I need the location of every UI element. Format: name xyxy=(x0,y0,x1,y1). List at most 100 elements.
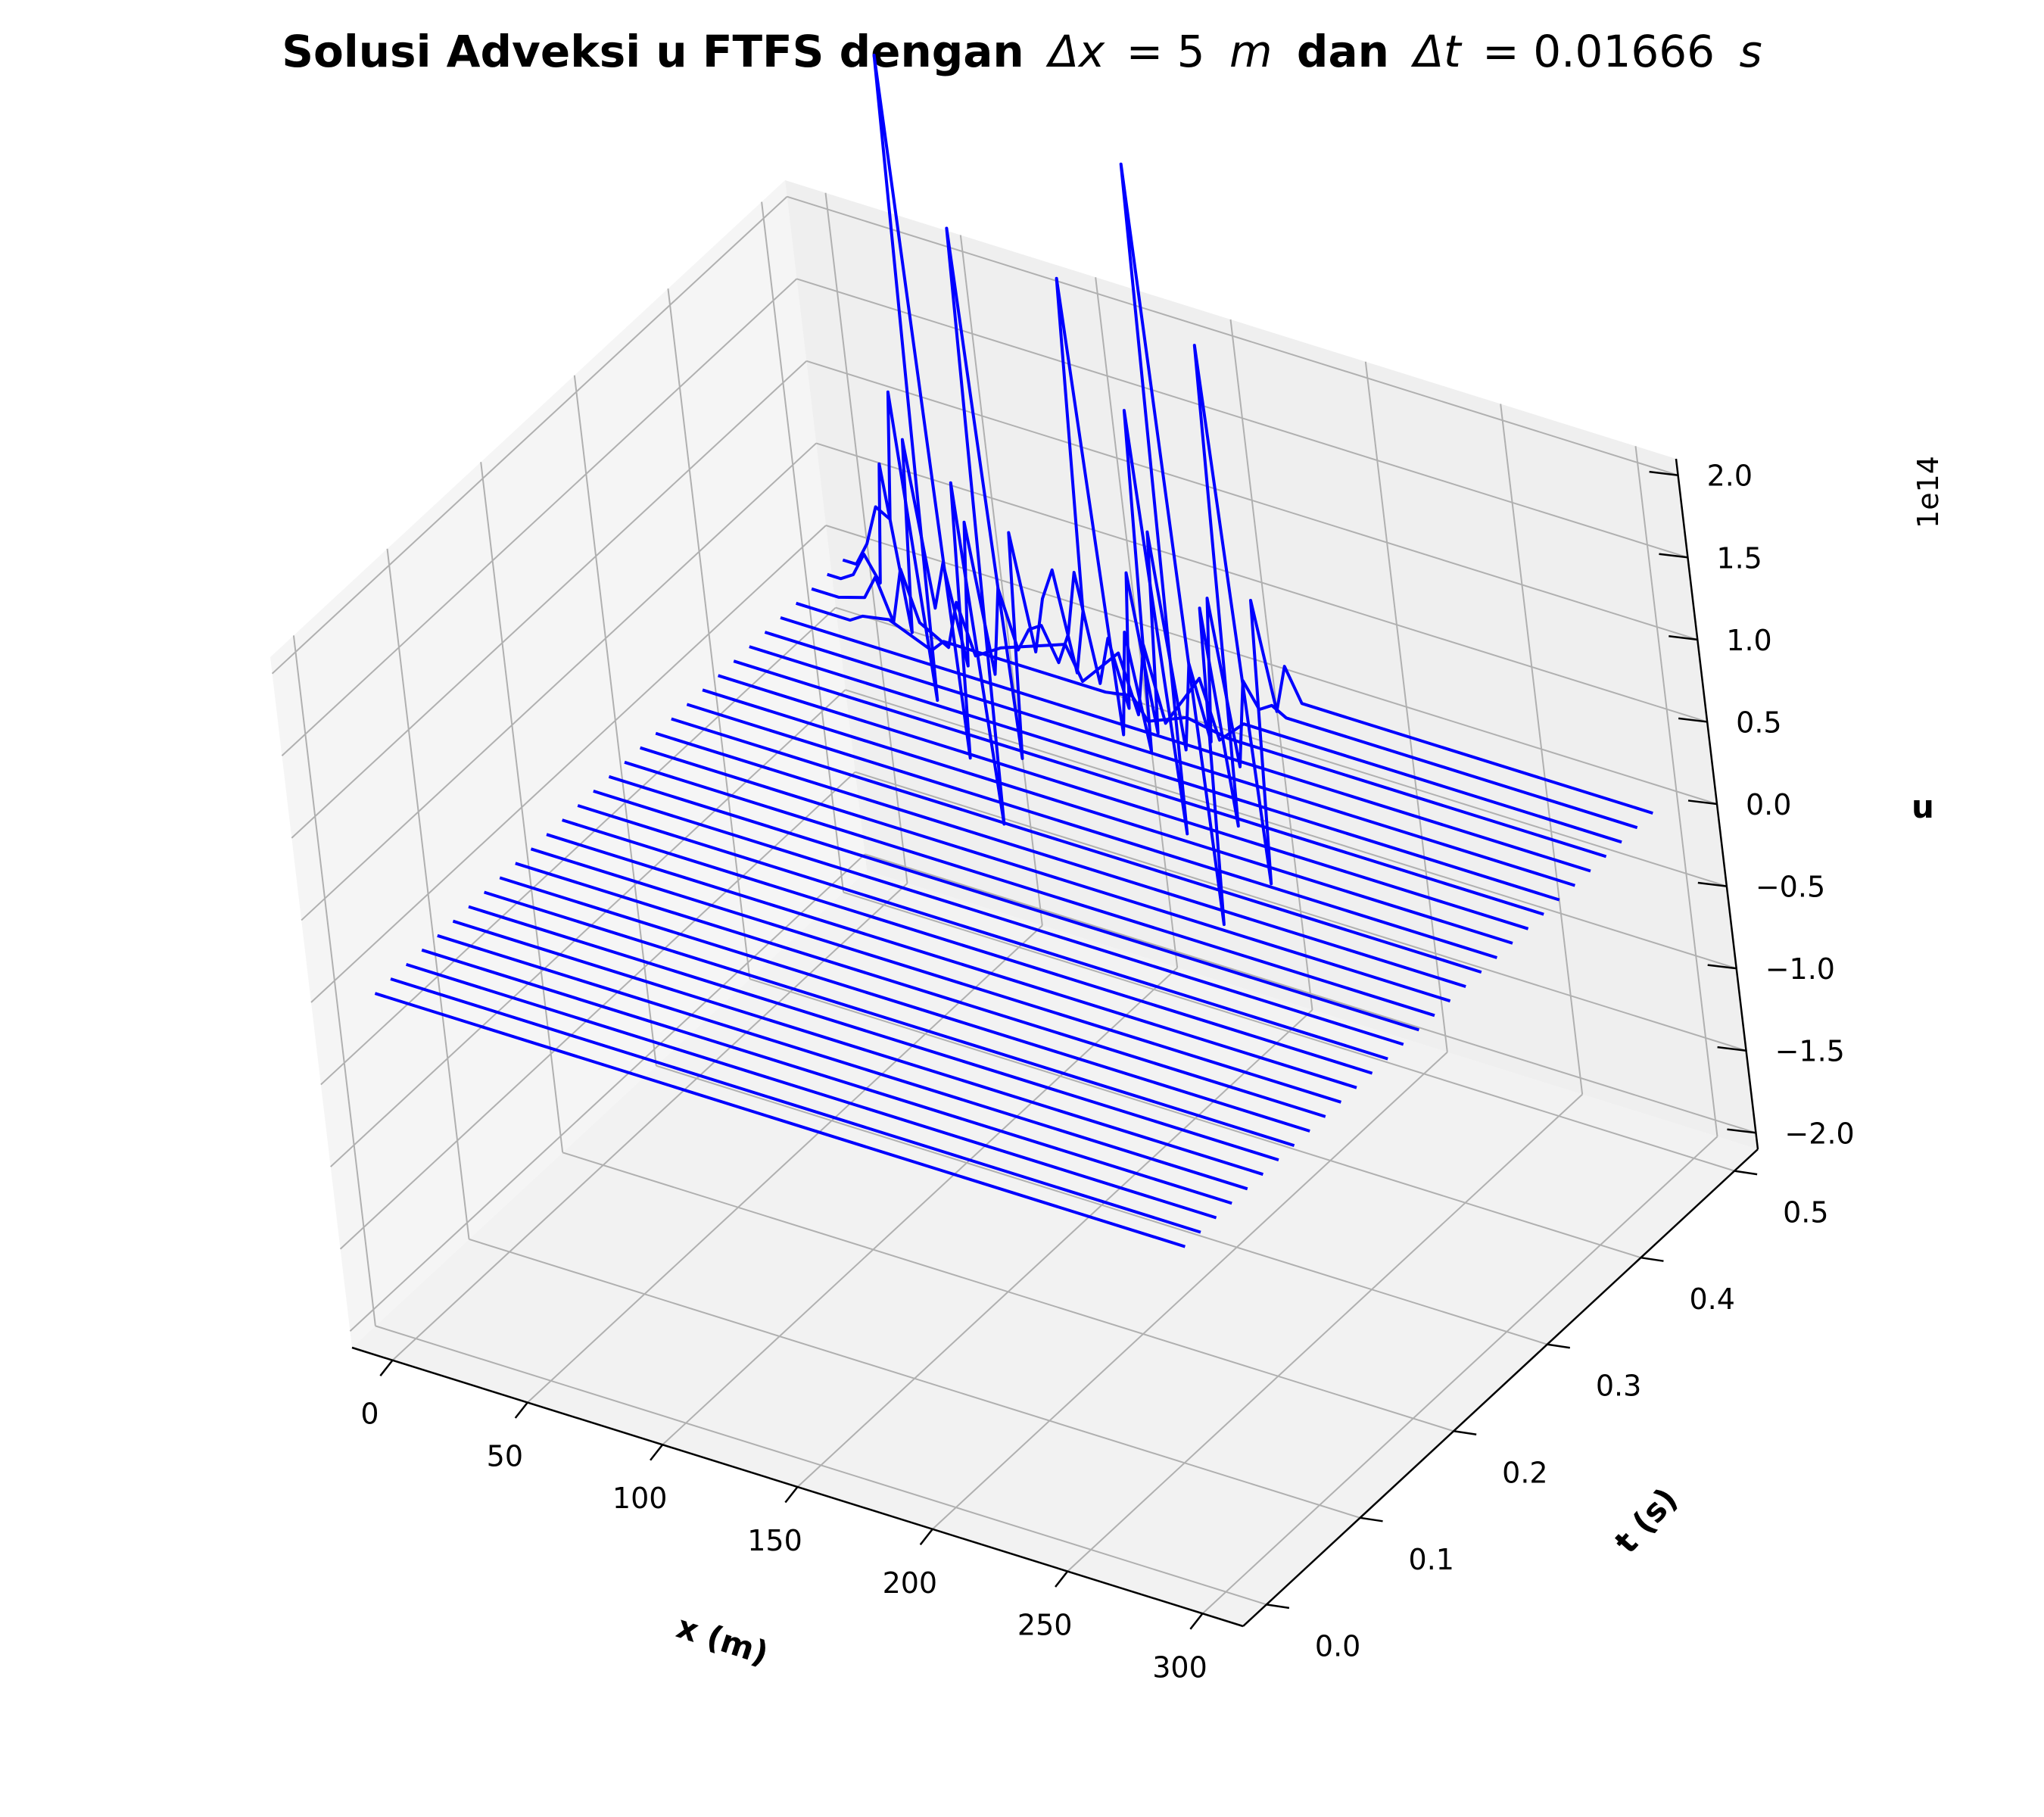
gridline xyxy=(662,967,1178,1445)
series-line-t14 xyxy=(593,789,1404,1046)
t-axis-line xyxy=(1242,1148,1759,1627)
t-tick-label: 0.1 xyxy=(1409,1543,1454,1576)
x-tick-label: 250 xyxy=(1017,1609,1073,1642)
x-tick xyxy=(1189,1613,1204,1630)
title-dt-symbol: Δt xyxy=(1410,26,1463,77)
x-axis-label: x (m) xyxy=(672,1608,773,1672)
x-tick xyxy=(514,1401,528,1419)
series-line-t20 xyxy=(686,703,1497,959)
axes-labels: x (m) t (s) u 1e14 xyxy=(672,456,1945,1672)
series-line-t11 xyxy=(546,833,1357,1089)
u-axis-label: u xyxy=(1912,788,1934,825)
series-line-t4 xyxy=(437,933,1248,1191)
x-tick xyxy=(784,1486,799,1504)
series-line-t5 xyxy=(452,919,1263,1177)
series-line-t29 xyxy=(827,438,1638,830)
x-tick-label: 150 xyxy=(747,1524,802,1557)
gridline xyxy=(845,689,1737,970)
title-dx-value: = 5 xyxy=(1126,26,1205,77)
gridline xyxy=(749,978,1641,1259)
x-tick xyxy=(1055,1570,1069,1588)
x-tick xyxy=(379,1359,394,1377)
gridline xyxy=(349,853,866,1332)
gridline xyxy=(291,360,807,839)
u-tick-label: −1.0 xyxy=(1765,952,1835,986)
x-tick-label: 50 xyxy=(487,1439,523,1473)
svg-text:Solusi Adveksi u FTFS dengan: Solusi Adveksi u FTFS dengan Δx = 5 m da… xyxy=(282,26,1762,77)
title-dx-symbol: Δx xyxy=(1045,26,1105,77)
u-tick xyxy=(1659,553,1688,559)
u-tick xyxy=(1669,635,1698,641)
series-line-t19 xyxy=(671,717,1482,974)
series-line-t17 xyxy=(640,746,1451,1003)
series-line-t6 xyxy=(468,905,1279,1162)
u-axis-offset-label: 1e14 xyxy=(1912,456,1945,528)
t-tick xyxy=(1266,1604,1290,1610)
series-line-t22 xyxy=(718,674,1529,930)
gridline xyxy=(656,1064,1548,1345)
series-line-t10 xyxy=(530,847,1341,1104)
series-line-t8 xyxy=(499,876,1310,1133)
u-tick-label: 0.5 xyxy=(1736,706,1781,739)
u-tick-label: 1.5 xyxy=(1716,541,1762,575)
gridline xyxy=(932,1052,1448,1530)
gridline xyxy=(787,195,1678,476)
gridline xyxy=(391,882,908,1361)
u-tick-label: −0.5 xyxy=(1756,871,1825,904)
t-tick-label: 0.5 xyxy=(1783,1196,1828,1230)
series-line-t9 xyxy=(515,862,1326,1118)
gridline xyxy=(843,891,1735,1172)
t-tick-label: 0.0 xyxy=(1315,1629,1360,1663)
series-line-t28 xyxy=(811,567,1622,844)
series-line-t3 xyxy=(421,948,1232,1205)
u-tick xyxy=(1717,1046,1746,1052)
u-tick-label: −1.5 xyxy=(1775,1035,1845,1068)
t-tick xyxy=(1734,1170,1758,1176)
t-tick xyxy=(1640,1256,1664,1262)
gridline xyxy=(271,195,788,675)
gridline xyxy=(375,1325,1267,1606)
t-tick-label: 0.4 xyxy=(1689,1282,1734,1316)
u-tick xyxy=(1697,881,1728,887)
axes-gridlines xyxy=(271,192,1756,1615)
t-tick xyxy=(1453,1430,1477,1436)
series-line-t7 xyxy=(484,890,1295,1148)
series-line-t27 xyxy=(796,601,1607,859)
series-line-t12 xyxy=(562,818,1373,1075)
title-dt-value: = 0.01666 xyxy=(1482,26,1715,77)
t-axis-label: t (s) xyxy=(1607,1480,1684,1560)
x-tick-label: 0 xyxy=(360,1398,379,1431)
u-tick-label: 0.0 xyxy=(1746,788,1791,821)
series-line-t21 xyxy=(702,688,1513,945)
series-line-t2 xyxy=(406,962,1217,1220)
series-line-t0 xyxy=(374,992,1186,1248)
chart-title: Solusi Adveksi u FTFS dengan Δx = 5 m da… xyxy=(282,26,1762,77)
u-tick-label: 2.0 xyxy=(1707,460,1753,493)
gridline xyxy=(865,853,1756,1134)
gridline xyxy=(330,689,846,1167)
gridline xyxy=(796,1009,1313,1488)
series-line-t1 xyxy=(390,977,1201,1234)
gridline xyxy=(1067,1093,1583,1572)
gridline xyxy=(527,924,1043,1404)
u-tick-label: 1.0 xyxy=(1726,624,1771,657)
gridline xyxy=(281,278,798,757)
u-tick xyxy=(1687,799,1718,806)
u-tick xyxy=(1727,1128,1756,1134)
series-line-t26 xyxy=(780,616,1591,873)
gridline xyxy=(320,606,837,1086)
t-tick xyxy=(1360,1516,1383,1522)
x-tick xyxy=(919,1528,933,1546)
gridline xyxy=(805,360,1698,640)
x-tick-label: 300 xyxy=(1152,1650,1207,1684)
gridline xyxy=(815,442,1708,723)
series-line-t16 xyxy=(624,760,1435,1018)
gridline xyxy=(1201,1136,1718,1615)
gridline xyxy=(796,278,1688,559)
t-tick-label: 0.3 xyxy=(1596,1370,1641,1403)
title-dx-unit: m xyxy=(1229,26,1273,77)
t-tick xyxy=(1547,1343,1571,1349)
series-line-t18 xyxy=(655,731,1466,989)
gridline xyxy=(310,525,827,1003)
x-tick xyxy=(650,1444,664,1461)
